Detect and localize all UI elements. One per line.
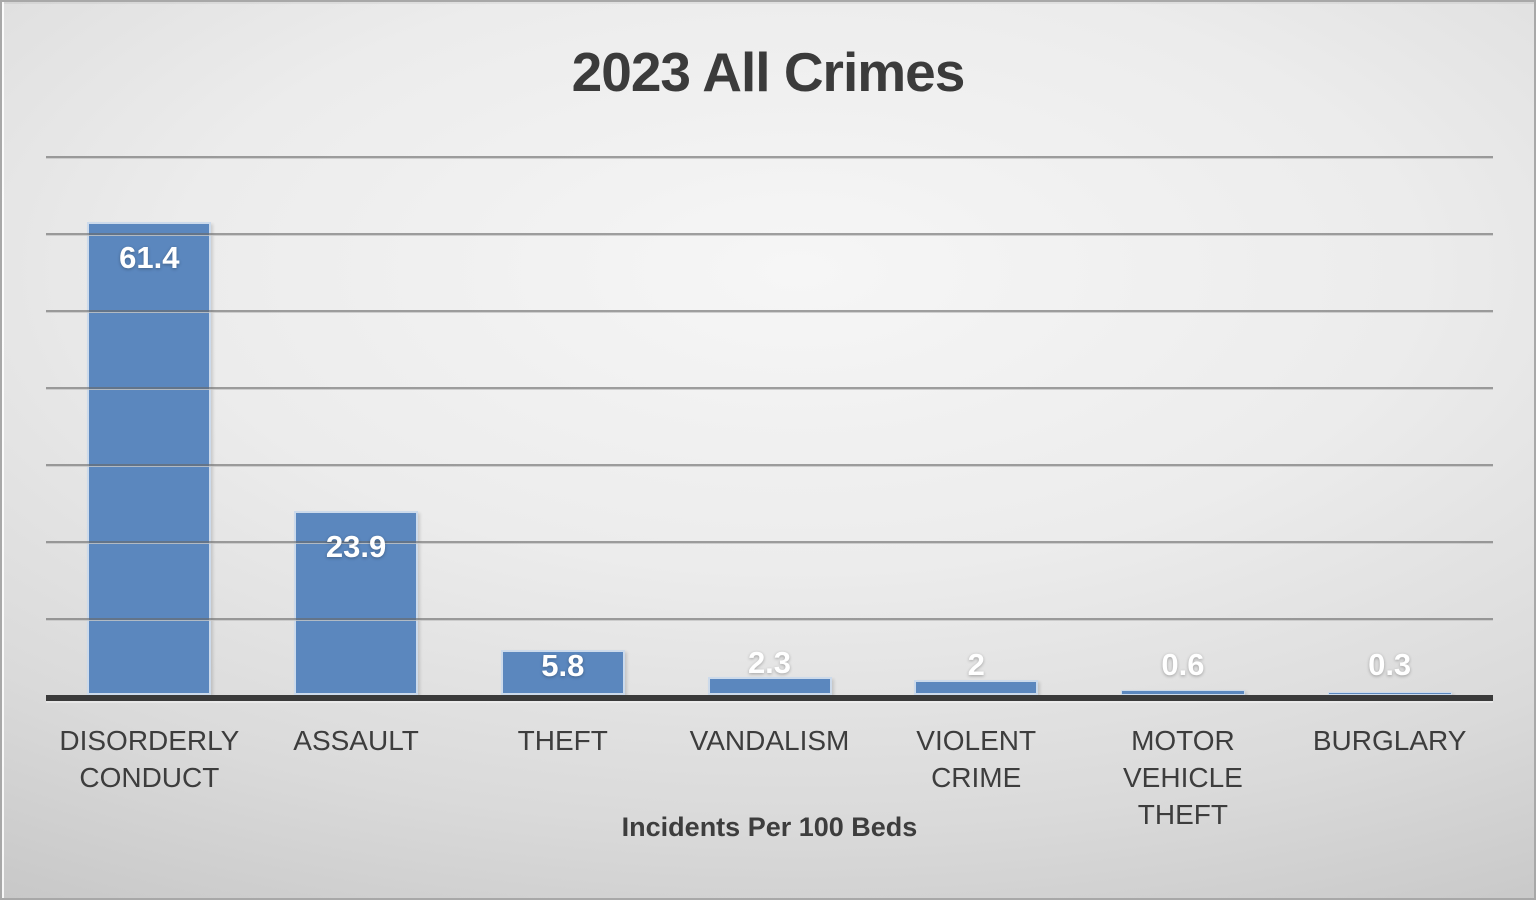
- bar-value-label: 2.3: [747, 645, 792, 681]
- category-label: MOTOR VEHICLE THEFT: [1080, 722, 1287, 833]
- gridline: [46, 232, 1493, 236]
- bar-value-label: 61.4: [119, 240, 180, 276]
- gridline: [46, 309, 1493, 313]
- category-label-line: ASSAULT: [293, 725, 419, 756]
- category-label-line: VIOLENT CRIME: [916, 725, 1037, 793]
- bar: [1327, 692, 1452, 695]
- category-label-line: VEHICLE THEFT: [1123, 762, 1243, 830]
- x-axis-line: [46, 695, 1493, 701]
- gridline: [46, 155, 1493, 159]
- category-label-line: VANDALISM: [689, 725, 850, 756]
- x-axis-title: Incidents Per 100 Beds: [621, 812, 918, 842]
- category-label: ASSAULT: [253, 722, 460, 759]
- bar-value-label: 0.6: [1161, 647, 1205, 682]
- bar: [914, 679, 1039, 695]
- bar-value-label: 2: [967, 647, 985, 682]
- category-label: DISORDERLY CONDUCT: [46, 722, 253, 796]
- bar: [87, 222, 212, 695]
- category-label-line: BURGLARY: [1312, 725, 1467, 756]
- category-label-line: DISORDERLY: [59, 725, 240, 756]
- gridline: [46, 463, 1493, 467]
- bar: [500, 650, 625, 695]
- bar-value-label: 5.8: [541, 648, 585, 684]
- gridline: [46, 386, 1493, 390]
- category-label: BURGLARY: [1286, 722, 1493, 759]
- category-label-line: CONDUCT: [79, 762, 220, 793]
- bar-value-label: 23.9: [325, 528, 387, 564]
- category-label: VIOLENT CRIME: [873, 722, 1080, 796]
- chart-title: 2023 All Crimes: [571, 41, 966, 103]
- category-label: VANDALISM: [666, 722, 873, 759]
- gridline: [46, 617, 1493, 621]
- category-label: THEFT: [459, 722, 666, 759]
- bar: [1120, 690, 1245, 695]
- bar: [707, 677, 832, 695]
- category-label-line: THEFT: [517, 725, 608, 756]
- gridline: [46, 540, 1493, 544]
- bar-value-label: 0.3: [1368, 647, 1412, 682]
- category-label-line: MOTOR: [1131, 725, 1235, 756]
